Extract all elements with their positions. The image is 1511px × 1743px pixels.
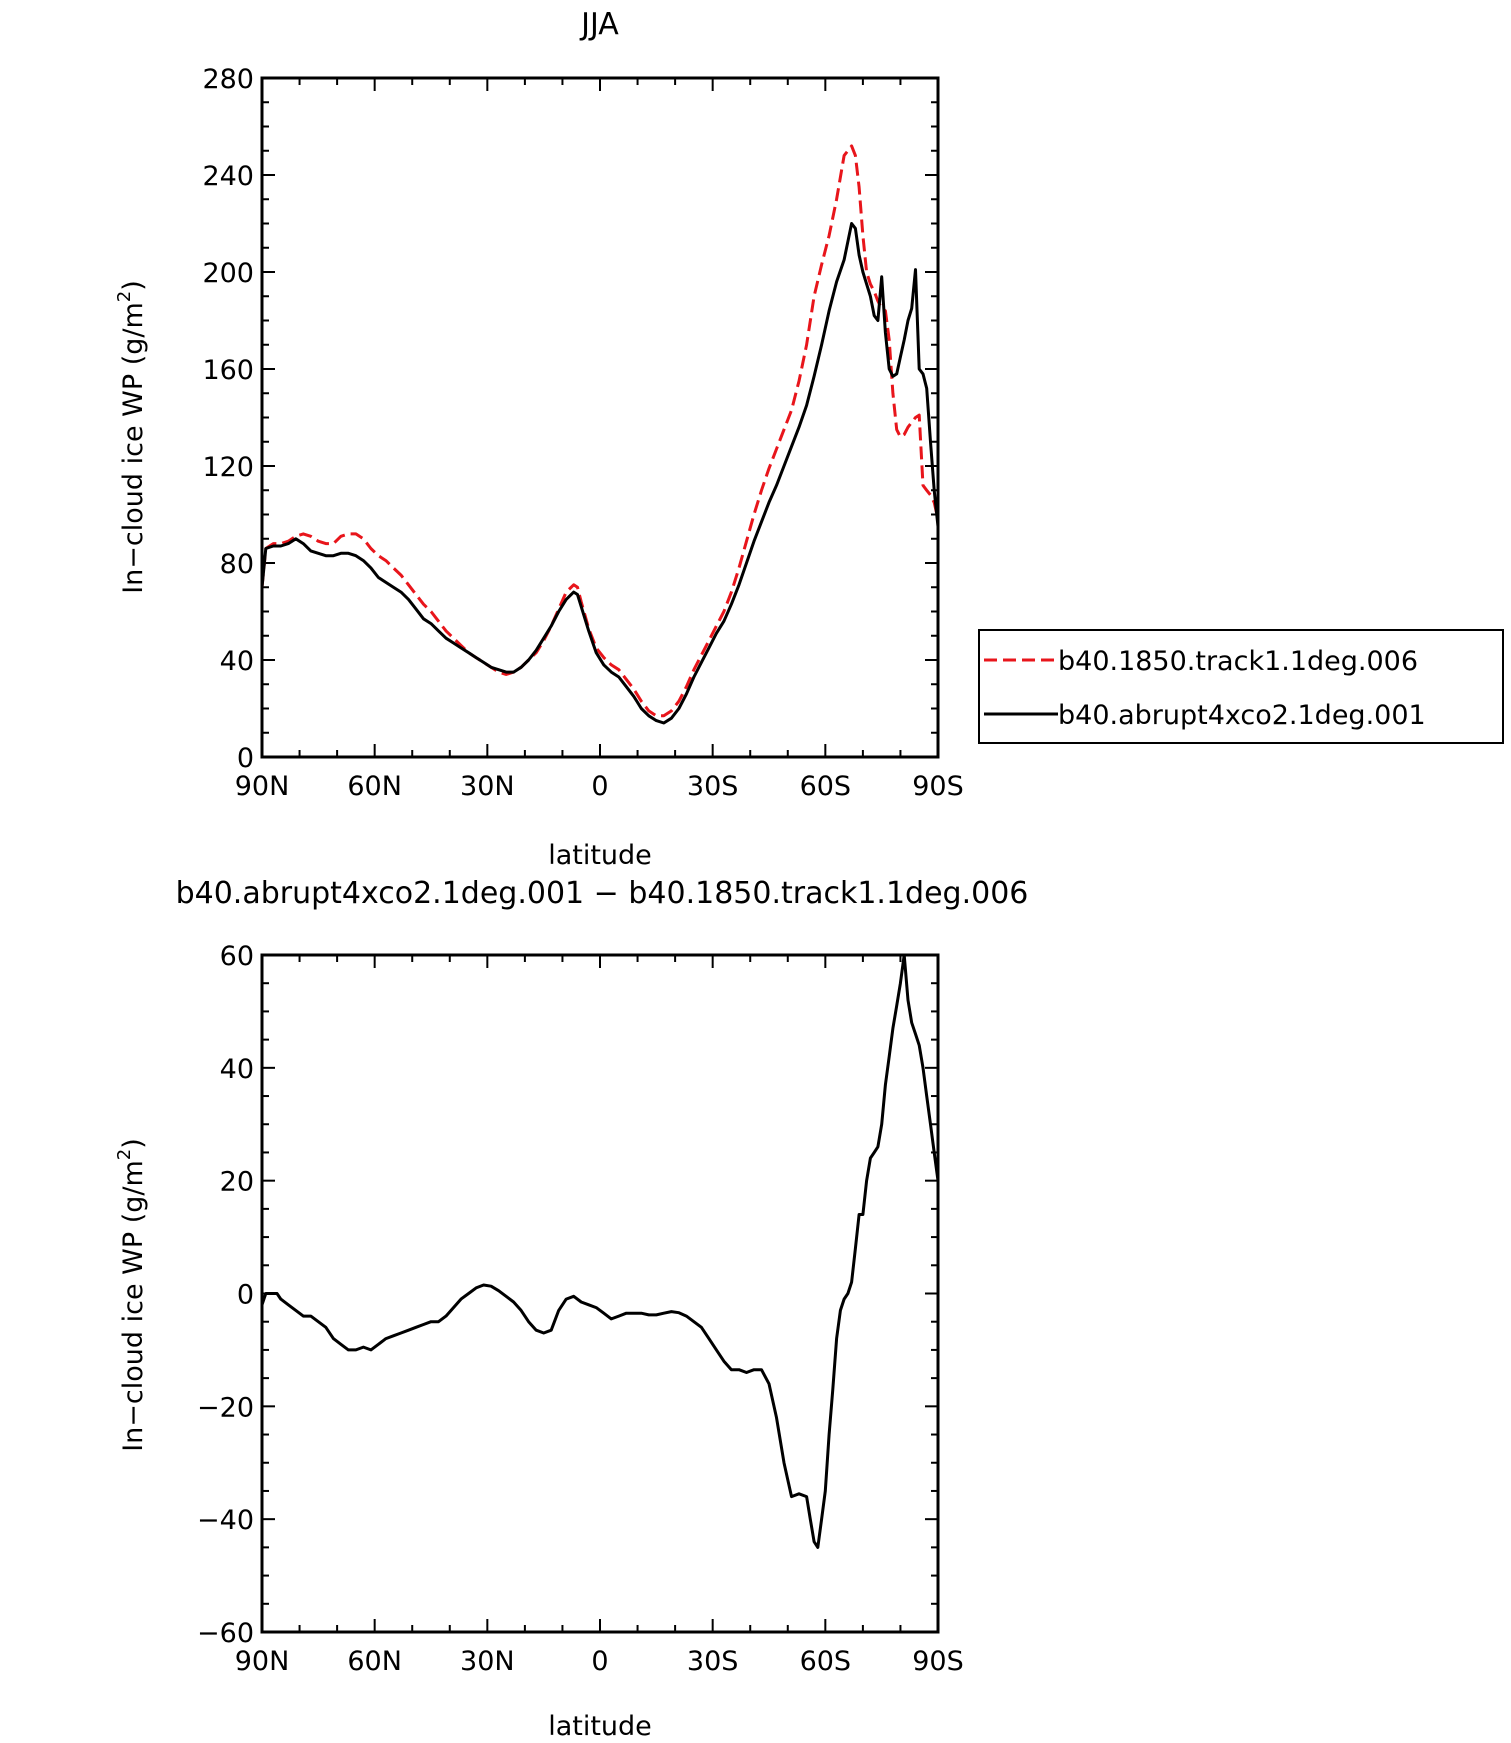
top-chart-legend: b40.1850.track1.1deg.006 b40.abrupt4xco2…	[978, 629, 1504, 744]
x-tick-label: 90S	[912, 1646, 964, 1677]
y-tick-label: 160	[202, 355, 254, 386]
top-chart-plot-frame	[260, 76, 940, 759]
series-line-1	[260, 953, 940, 1549]
x-tick-label: 30S	[687, 1646, 739, 1677]
y-tick-label: 80	[220, 549, 254, 580]
series-line-1	[260, 144, 940, 718]
y-tick-label: 240	[202, 161, 254, 192]
bottom-chart-x-axis-label: latitude	[548, 1711, 652, 1742]
bottom-chart-title: b40.abrupt4xco2.1deg.001 − b40.1850.trac…	[176, 876, 1029, 911]
x-tick-label: 60N	[347, 1646, 402, 1677]
legend-label-series-1: b40.1850.track1.1deg.006	[1058, 646, 1418, 677]
y-tick-label: 200	[202, 258, 254, 289]
bottom-chart-tick-labels: 90N 60N 30N 0 30S 60S 90S −60 −40 −20 0 20 40 60	[197, 941, 964, 1677]
y-tick-label: 20	[220, 1167, 254, 1198]
x-tick-label: 90N	[235, 771, 290, 802]
bottom-chart-ticks	[261, 954, 939, 1633]
y-tick-label: 0	[237, 1280, 254, 1311]
x-tick-label: 30S	[687, 771, 739, 802]
bottom-chart-plot-frame	[260, 953, 940, 1634]
x-tick-label: 90S	[912, 771, 964, 802]
top-chart-x-axis-label: latitude	[548, 840, 652, 871]
y-tick-label: 120	[202, 452, 254, 483]
y-tick-label: 40	[220, 646, 254, 677]
y-tick-label: −40	[197, 1505, 254, 1536]
x-tick-label: 60N	[347, 771, 402, 802]
y-tick-label: 280	[202, 64, 254, 95]
y-tick-label: −60	[197, 1618, 254, 1649]
y-tick-label: 60	[220, 941, 254, 972]
series-line-2	[260, 222, 940, 725]
bottom-chart: b40.abrupt4xco2.1deg.001 − b40.1850.trac…	[114, 876, 1028, 1742]
legend-box	[978, 629, 1504, 744]
y-tick-label: 0	[237, 743, 254, 774]
top-chart-y-axis-label: In−cloud ice WP (g/m2)	[114, 280, 149, 594]
x-tick-label: 60S	[800, 1646, 852, 1677]
x-tick-label: 30N	[460, 1646, 515, 1677]
bottom-chart-series	[260, 953, 940, 1549]
x-tick-label: 0	[591, 771, 608, 802]
y-tick-label: 40	[220, 1054, 254, 1085]
x-tick-label: 90N	[235, 1646, 290, 1677]
bottom-chart-y-axis-label: In−cloud ice WP (g/m2)	[114, 1138, 149, 1452]
top-chart-series	[260, 144, 940, 725]
x-tick-label: 60S	[800, 771, 852, 802]
x-tick-label: 0	[591, 1646, 608, 1677]
top-chart-title: JJA	[579, 7, 619, 42]
y-tick-label: −20	[197, 1392, 254, 1423]
legend-label-series-2: b40.abrupt4xco2.1deg.001	[1058, 700, 1426, 731]
top-chart: JJA 90N 60N 30N 0 30S 60S 90S 0 40 80 120 160 200 240…	[114, 7, 1504, 871]
x-tick-label: 30N	[460, 771, 515, 802]
top-chart-tick-labels: 90N 60N 30N 0 30S 60S 90S 0 40 80 120 160 200 240 280	[202, 64, 963, 802]
